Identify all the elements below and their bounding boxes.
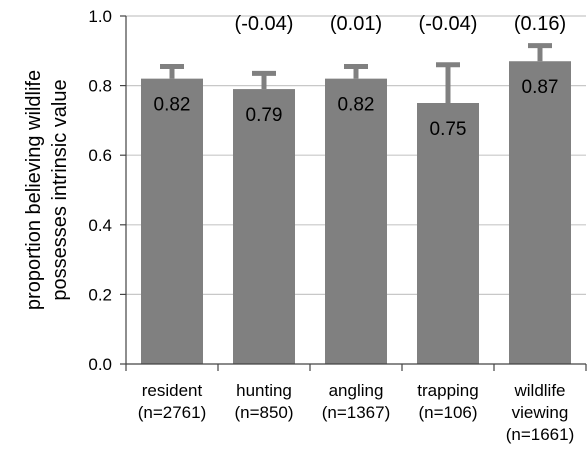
difference-label: (-0.04): [235, 13, 294, 35]
value-label: 0.82: [338, 95, 375, 116]
difference-label: (0.16): [514, 13, 566, 35]
value-label: 0.79: [246, 105, 283, 126]
bar: [141, 78, 203, 364]
y-axis-title: proportion believing wildlife possesses i…: [23, 70, 71, 310]
y-axis-ticks: 0.0 0.2 0.4 0.6 0.8 1.0: [88, 7, 126, 374]
category-label: resident: [142, 381, 203, 400]
bar: [233, 89, 295, 364]
bars: [141, 61, 571, 365]
axes: [125, 16, 587, 371]
category-labels: resident (n=2761) hunting (n=850) angling (n=…: [138, 381, 575, 444]
value-label: 0.75: [430, 119, 467, 140]
category-label: (n=1661): [506, 425, 575, 444]
y-tick-label: 0.4: [88, 216, 112, 235]
category-label: (n=2761): [138, 403, 207, 422]
category-label: (n=106): [418, 403, 477, 422]
difference-label: (0.01): [330, 13, 382, 35]
y-axis-title-line: possesses intrinsic value: [49, 79, 71, 300]
bar: [325, 78, 387, 364]
difference-labels: (-0.04) (0.01) (-0.04) (0.16): [235, 13, 567, 35]
y-tick-label: 0.2: [88, 285, 112, 304]
category-label: wildlife: [513, 381, 565, 400]
category-label: hunting: [236, 381, 292, 400]
y-tick-label: 0.0: [88, 355, 112, 374]
category-label: trapping: [417, 381, 478, 400]
difference-label: (-0.04): [419, 13, 478, 35]
y-tick-label: 0.6: [88, 146, 112, 165]
value-label: 0.87: [522, 77, 559, 98]
bar: [417, 103, 479, 364]
category-label: angling: [329, 381, 384, 400]
category-label: (n=1367): [322, 403, 391, 422]
error-bars: [160, 43, 552, 103]
y-axis-title-line: proportion believing wildlife: [23, 70, 45, 310]
category-label: viewing: [512, 403, 569, 422]
y-tick-label: 1.0: [88, 7, 112, 26]
y-tick-label: 0.8: [88, 77, 112, 96]
bar: [509, 61, 571, 365]
value-labels: 0.82 0.79 0.82 0.75 0.87: [154, 77, 559, 140]
category-label: (n=850): [234, 403, 293, 422]
value-label: 0.82: [154, 95, 191, 116]
